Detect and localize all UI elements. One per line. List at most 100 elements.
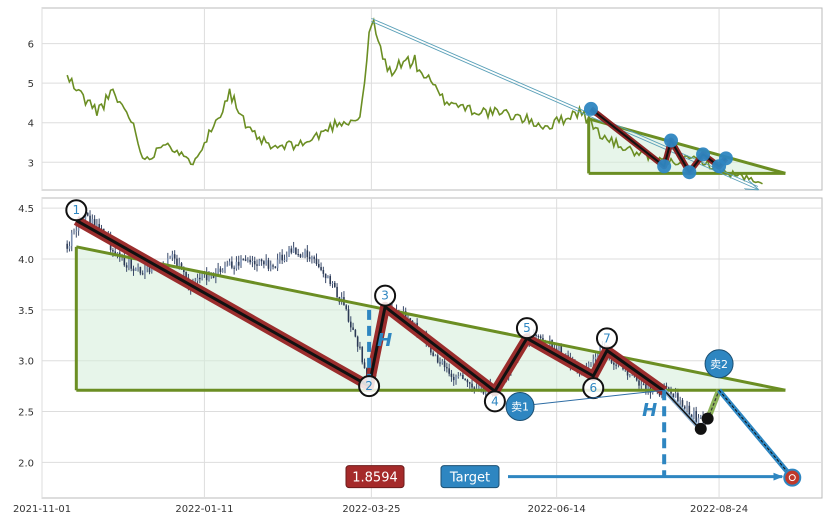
candle-body bbox=[199, 277, 201, 280]
candle-body bbox=[141, 273, 144, 275]
candle-body bbox=[466, 380, 469, 383]
detail-y-tick: 4.5 bbox=[18, 204, 34, 215]
candle-body bbox=[455, 376, 457, 381]
candle-body bbox=[247, 259, 249, 261]
detail-y-tick: 4.0 bbox=[18, 255, 34, 266]
candle-body bbox=[699, 415, 702, 418]
candle-body bbox=[70, 232, 73, 246]
detail-panel: 2.02.53.03.54.04.5 2021-11-01 2022-01-11 2… bbox=[13, 197, 823, 515]
candle-body bbox=[697, 417, 700, 424]
candle-body bbox=[251, 260, 254, 263]
candle-body bbox=[201, 271, 203, 280]
candle-body bbox=[674, 393, 677, 398]
overview-wave-marker bbox=[664, 133, 679, 148]
overview-triangle-upper bbox=[588, 117, 786, 175]
sell-marker-label: 卖2 bbox=[710, 358, 728, 371]
candle-body bbox=[224, 266, 226, 271]
candle-body bbox=[473, 387, 476, 390]
candle-body bbox=[281, 254, 283, 261]
candle-body bbox=[327, 276, 329, 279]
wave-marker-label: 4 bbox=[491, 394, 499, 408]
candle-body bbox=[686, 405, 688, 409]
candle-body bbox=[96, 223, 98, 227]
sell-marker bbox=[704, 349, 734, 379]
candle-body bbox=[590, 363, 592, 365]
candle-body bbox=[196, 277, 199, 282]
candle-body bbox=[231, 261, 233, 268]
candle-body bbox=[249, 259, 251, 263]
target-label-box bbox=[440, 465, 500, 489]
candle-body bbox=[130, 258, 133, 269]
overview-y-tick: 4 bbox=[28, 119, 34, 130]
candle-body bbox=[279, 254, 281, 260]
wave-marker-label: 5 bbox=[523, 321, 531, 335]
projection-dot bbox=[701, 412, 714, 425]
candle-body bbox=[354, 329, 357, 337]
candle-body bbox=[68, 245, 71, 249]
overview-y-axis: 3 4 5 6 bbox=[28, 40, 34, 170]
wave-marker bbox=[515, 317, 538, 340]
candle-body bbox=[66, 243, 68, 249]
candle-body bbox=[228, 261, 231, 266]
overview-wave-marker bbox=[718, 151, 733, 166]
candle-body bbox=[317, 264, 320, 268]
candle-body bbox=[539, 336, 542, 339]
candle-body bbox=[478, 386, 480, 389]
candle-body bbox=[285, 256, 288, 261]
candle-body bbox=[361, 346, 364, 363]
candle-body bbox=[452, 376, 455, 381]
candle-body bbox=[75, 230, 78, 232]
candle-body bbox=[253, 260, 256, 265]
wave-marker-label: 3 bbox=[381, 289, 389, 303]
candle-body bbox=[263, 261, 265, 265]
detail-triangle-upper bbox=[76, 245, 786, 392]
candle-body bbox=[180, 263, 183, 268]
candle-body bbox=[592, 359, 595, 364]
candle-body bbox=[91, 219, 94, 226]
candle-body bbox=[324, 273, 327, 279]
target-path-inner bbox=[718, 389, 793, 478]
candle-body bbox=[322, 270, 325, 274]
candle-body bbox=[148, 266, 151, 273]
candle-body bbox=[457, 375, 460, 377]
candle-body bbox=[331, 282, 334, 284]
candle-body bbox=[594, 356, 597, 360]
candle-body bbox=[558, 345, 560, 353]
candle-body bbox=[679, 400, 681, 402]
candle-body bbox=[436, 355, 439, 363]
projection-line bbox=[663, 389, 702, 431]
candle-body bbox=[432, 352, 434, 356]
overview-panel: 3 4 5 6 bbox=[28, 7, 823, 190]
candle-body bbox=[272, 265, 274, 267]
candle-body bbox=[219, 268, 222, 272]
candle-body bbox=[347, 309, 350, 322]
candle-body bbox=[363, 362, 366, 369]
candle-body bbox=[194, 281, 197, 283]
wave-marker-label: 6 bbox=[589, 381, 597, 395]
target-value-box bbox=[345, 465, 405, 489]
candle-body bbox=[443, 361, 446, 368]
candle-body bbox=[409, 318, 412, 321]
detail-x-tick: 2022-08-24 bbox=[690, 504, 748, 515]
candle-body bbox=[308, 257, 311, 259]
detail-y-axis: 2.0 2.5 3.0 3.5 4.0 4.5 bbox=[18, 204, 34, 469]
detail-x-tick: 2022-01-11 bbox=[175, 504, 233, 515]
candle-body bbox=[178, 263, 181, 267]
sell-connector bbox=[534, 389, 665, 405]
candle-body bbox=[267, 260, 270, 269]
candle-body bbox=[144, 269, 146, 274]
sell-marker-label: 卖1 bbox=[511, 400, 529, 413]
sell-marker bbox=[505, 391, 535, 421]
candle-body bbox=[434, 355, 437, 357]
candle-body bbox=[313, 257, 315, 259]
candle-body bbox=[221, 270, 224, 272]
candle-body bbox=[304, 250, 306, 256]
target-value: 1.8594 bbox=[352, 471, 398, 486]
candle-body bbox=[295, 247, 297, 255]
candle-body bbox=[274, 266, 277, 268]
candle-body bbox=[599, 346, 601, 354]
candle-body bbox=[695, 410, 697, 424]
candle-body bbox=[114, 251, 116, 254]
wave-marker-label: 7 bbox=[603, 331, 611, 345]
